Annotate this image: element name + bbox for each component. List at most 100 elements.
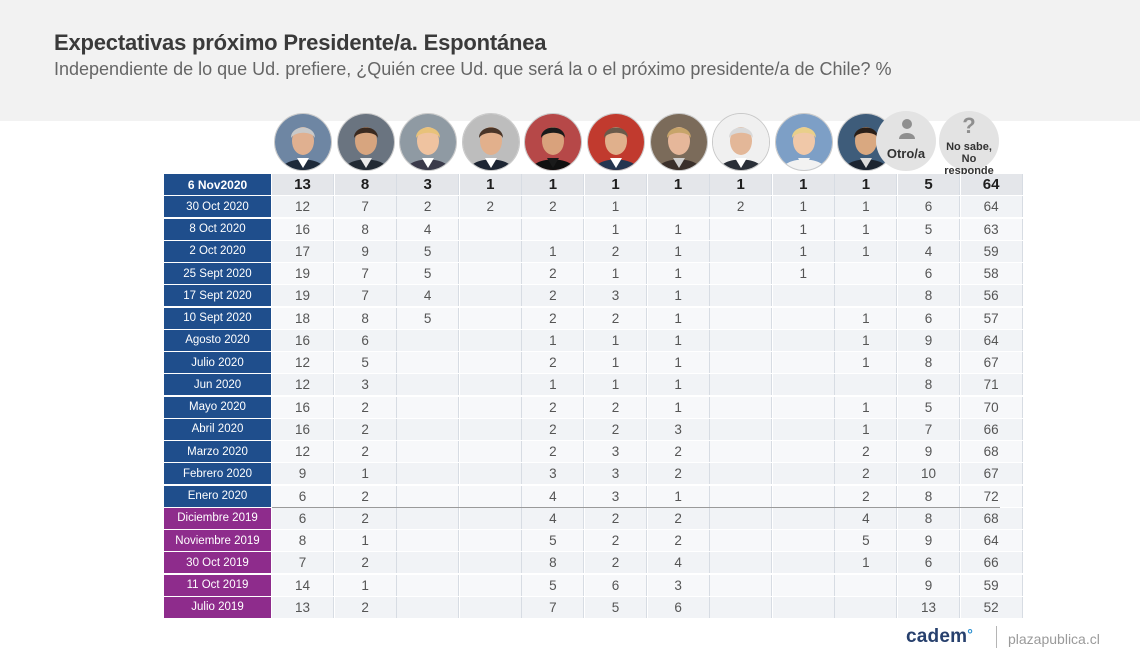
table-cell: 64 bbox=[960, 174, 1023, 195]
table-cell bbox=[710, 352, 773, 373]
table-cell bbox=[397, 352, 460, 373]
table-cell: 1 bbox=[647, 485, 710, 507]
table-cell: 70 bbox=[960, 396, 1023, 418]
table-cell: 8 bbox=[334, 174, 397, 195]
table-cell: 2 bbox=[459, 196, 522, 218]
candidate-2-portrait bbox=[335, 110, 397, 174]
table-cell bbox=[772, 352, 835, 373]
table-cell: 2 bbox=[647, 463, 710, 485]
row-date-label: 2 Oct 2020 bbox=[164, 240, 271, 262]
cadem-logo: cadem° bbox=[906, 626, 973, 648]
table-cell: 1 bbox=[835, 240, 898, 262]
table-cell: 8 bbox=[272, 530, 334, 551]
table-cell: 5 bbox=[898, 218, 960, 240]
row-date-label: 30 Oct 2020 bbox=[164, 196, 271, 218]
table-cell: 2 bbox=[334, 596, 397, 618]
table-cell: 6 bbox=[272, 507, 334, 529]
row-date-label: Febrero 2020 bbox=[164, 463, 271, 485]
table-cell: 9 bbox=[898, 441, 960, 462]
table-cell: 2 bbox=[334, 485, 397, 507]
table-cell: 2 bbox=[334, 396, 397, 418]
table-cell: 8 bbox=[522, 552, 585, 574]
table-cell: 1 bbox=[647, 240, 710, 262]
table-cell: 5 bbox=[397, 240, 460, 262]
table-cell: 6 bbox=[898, 552, 960, 574]
table-cell: 1 bbox=[585, 352, 647, 373]
row-date-label: Julio 2019 bbox=[164, 596, 271, 618]
row-date-label: 25 Sept 2020 bbox=[164, 263, 271, 284]
table-cell: 1 bbox=[835, 352, 898, 373]
table-cell: 2 bbox=[522, 196, 585, 218]
table-cell bbox=[397, 441, 460, 462]
table-cell: 4 bbox=[522, 485, 585, 507]
table-cell: 67 bbox=[960, 463, 1023, 485]
table-cell bbox=[835, 285, 898, 307]
nosabe-label-1: No sabe, bbox=[946, 141, 992, 153]
table-cell: 1 bbox=[772, 218, 835, 240]
table-cell: 4 bbox=[898, 240, 960, 262]
table-cell: 8 bbox=[898, 507, 960, 529]
table-cell: 2 bbox=[710, 196, 773, 218]
table-cell: 7 bbox=[898, 418, 960, 440]
table-cell: 2 bbox=[835, 485, 898, 507]
row-date-label: 17 Sept 2020 bbox=[164, 285, 271, 307]
table-cell: 2 bbox=[334, 507, 397, 529]
table-cell bbox=[459, 263, 522, 284]
table-cell bbox=[397, 552, 460, 574]
table-row: 17 Sept 2020 19 7 4 2 3 1 8 56 bbox=[164, 285, 1023, 307]
avatar bbox=[774, 113, 833, 171]
table-cell: 13 bbox=[272, 174, 334, 195]
table-cell: 1 bbox=[647, 396, 710, 418]
row-date-label: 8 Oct 2020 bbox=[164, 218, 271, 240]
table-cell bbox=[710, 418, 773, 440]
portrait-image bbox=[650, 114, 707, 170]
question-mark-icon: ? bbox=[962, 113, 976, 138]
table-cell: 2 bbox=[334, 441, 397, 462]
table-cell: 1 bbox=[772, 263, 835, 284]
table-cell: 5 bbox=[334, 352, 397, 373]
table-cell: 6 bbox=[898, 307, 960, 329]
table-cell bbox=[459, 285, 522, 307]
logo-mark: ° bbox=[967, 626, 974, 642]
table-cell: 66 bbox=[960, 418, 1023, 440]
table-cell bbox=[772, 418, 835, 440]
table-cell: 5 bbox=[397, 307, 460, 329]
avatar bbox=[399, 113, 458, 171]
table-cell: 9 bbox=[898, 329, 960, 351]
table-row: Abril 2020 16 2 2 2 3 1 7 66 bbox=[164, 418, 1023, 440]
table-cell: 6 bbox=[647, 596, 710, 618]
table-cell bbox=[710, 374, 773, 396]
table-cell: 3 bbox=[585, 285, 647, 307]
table-cell bbox=[459, 485, 522, 507]
avatar bbox=[524, 113, 583, 171]
table-cell: 8 bbox=[898, 352, 960, 373]
table-cell: 4 bbox=[522, 507, 585, 529]
table-cell bbox=[459, 441, 522, 462]
table-cell bbox=[710, 218, 773, 240]
portrait-image bbox=[775, 114, 832, 170]
table-cell bbox=[459, 552, 522, 574]
site-url: plazapublica.cl bbox=[1008, 631, 1100, 647]
table-cell bbox=[459, 396, 522, 418]
table-cell: 13 bbox=[898, 596, 960, 618]
person-icon bbox=[899, 119, 915, 139]
table-cell: 1 bbox=[835, 418, 898, 440]
table-row: 11 Oct 2019 14 1 5 6 3 9 59 bbox=[164, 574, 1023, 596]
avatar bbox=[461, 113, 520, 171]
table-cell: 66 bbox=[960, 552, 1023, 574]
table-cell bbox=[459, 574, 522, 596]
table-row: Julio 2020 12 5 2 1 1 1 8 67 bbox=[164, 352, 1023, 373]
table-cell bbox=[459, 596, 522, 618]
logo-text: cadem bbox=[906, 626, 968, 647]
table-cell: 2 bbox=[585, 240, 647, 262]
table-cell: 2 bbox=[397, 196, 460, 218]
row-date-label: Agosto 2020 bbox=[164, 329, 271, 351]
table-cell: 1 bbox=[772, 174, 835, 195]
table-cell: 6 bbox=[334, 329, 397, 351]
table-cell: 5 bbox=[397, 263, 460, 284]
table-cell: 8 bbox=[898, 374, 960, 396]
table-cell bbox=[835, 374, 898, 396]
other-column-header: Otro/a bbox=[874, 110, 936, 174]
candidate-4-portrait bbox=[460, 110, 522, 174]
table-cell: 5 bbox=[585, 596, 647, 618]
